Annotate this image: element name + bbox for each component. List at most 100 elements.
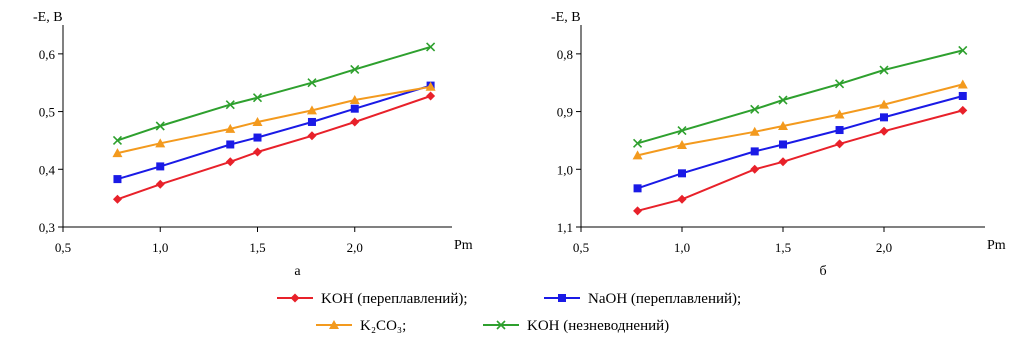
series-line bbox=[637, 109, 964, 212]
data-point bbox=[225, 123, 236, 133]
data-point bbox=[113, 175, 122, 184]
legend-entry: KOH (переплавлений); bbox=[277, 291, 468, 307]
data-point bbox=[678, 169, 686, 178]
data-point bbox=[778, 95, 788, 105]
series-4 bbox=[112, 42, 436, 145]
data-point bbox=[155, 138, 166, 148]
data-point bbox=[349, 95, 360, 105]
legend-marker bbox=[496, 320, 506, 330]
x-tick-label: 0,5 bbox=[573, 240, 589, 255]
legend-marker bbox=[558, 294, 566, 302]
series-line bbox=[637, 95, 964, 190]
data-point bbox=[677, 140, 687, 150]
legend-label: K₂CO₃; bbox=[360, 318, 406, 334]
data-point bbox=[226, 140, 235, 149]
y-axis-label: -E, B bbox=[551, 10, 581, 25]
legend-entry: KOH (незневоднений) bbox=[483, 318, 669, 334]
data-point bbox=[879, 99, 889, 109]
data-point bbox=[633, 206, 643, 216]
data-point bbox=[252, 93, 263, 103]
x-tick-label: 1,0 bbox=[152, 240, 168, 255]
y-tick-label: 1,1 bbox=[557, 220, 573, 235]
series-line bbox=[117, 95, 431, 201]
legend: KOH (переплавлений); NaOH (переплавлений)… bbox=[277, 291, 741, 334]
panel-label: б bbox=[819, 264, 826, 279]
data-point bbox=[779, 140, 787, 149]
series-line bbox=[117, 85, 431, 155]
data-point bbox=[835, 126, 844, 135]
data-point bbox=[350, 104, 359, 113]
chart-panel-1: 0,3 0,4 0,5 0,6 0,5 1,0 1,5 2,0 -E, B Pm а bbox=[33, 10, 473, 279]
data-point bbox=[225, 157, 235, 167]
data-point bbox=[426, 42, 436, 52]
data-point bbox=[750, 104, 760, 114]
series-2 bbox=[113, 81, 435, 184]
data-point bbox=[156, 162, 165, 171]
data-point bbox=[633, 184, 642, 193]
y-tick-label: 1,0 bbox=[557, 162, 573, 177]
data-point bbox=[958, 91, 967, 100]
data-point bbox=[880, 113, 888, 122]
data-point bbox=[112, 135, 123, 145]
x-tick-label: 1,0 bbox=[674, 240, 690, 255]
data-point bbox=[112, 194, 122, 204]
series-2 bbox=[633, 91, 967, 193]
data-point bbox=[750, 147, 759, 156]
data-point bbox=[307, 131, 317, 141]
data-point bbox=[252, 116, 263, 126]
x-tick-label: 2,0 bbox=[347, 240, 363, 255]
data-point bbox=[307, 117, 316, 126]
data-point bbox=[750, 164, 760, 174]
legend-label: NaOH (переплавлений); bbox=[588, 291, 741, 307]
series-4 bbox=[632, 45, 968, 148]
data-point bbox=[749, 126, 760, 136]
data-point bbox=[834, 79, 845, 89]
legend-label: KOH (незневоднений) bbox=[527, 318, 669, 334]
x-axis-label: Pm bbox=[454, 238, 473, 253]
data-point bbox=[632, 150, 643, 160]
data-point bbox=[350, 117, 360, 127]
x-tick-label: 0,5 bbox=[55, 240, 71, 255]
data-point bbox=[307, 78, 317, 88]
y-axis-label: -E, B bbox=[33, 10, 63, 25]
data-point bbox=[958, 45, 968, 55]
data-point bbox=[879, 126, 889, 136]
y-tick-label: 0,8 bbox=[557, 47, 573, 62]
data-point bbox=[879, 65, 889, 75]
panel-label: а bbox=[294, 264, 301, 279]
data-point bbox=[778, 121, 788, 130]
data-point bbox=[958, 105, 968, 115]
legend-label: KOH (переплавлений); bbox=[321, 291, 468, 307]
legend-marker bbox=[329, 320, 339, 329]
data-point bbox=[677, 126, 687, 136]
x-axis-label: Pm bbox=[987, 238, 1006, 253]
series-3 bbox=[632, 79, 968, 160]
data-point bbox=[350, 64, 360, 75]
y-tick-label: 0,3 bbox=[39, 220, 55, 235]
chart-panel-2: 0,8 0,9 1,0 1,10,5 1,0 1,5 2,0 -E, B Pm б bbox=[551, 10, 1006, 279]
series-1 bbox=[112, 91, 436, 204]
data-point bbox=[155, 179, 165, 189]
legend-entry: K₂CO₃; bbox=[316, 318, 406, 334]
series-line bbox=[117, 84, 431, 181]
legend-entry: NaOH (переплавлений); bbox=[544, 291, 741, 307]
data-point bbox=[957, 79, 968, 89]
data-point bbox=[426, 91, 436, 101]
y-tick-label: 0,4 bbox=[39, 162, 56, 177]
x-tick-label: 2,0 bbox=[876, 240, 892, 255]
data-point bbox=[834, 109, 845, 119]
data-point bbox=[306, 105, 317, 115]
data-point bbox=[778, 157, 788, 167]
data-point bbox=[425, 81, 436, 91]
data-point bbox=[253, 147, 262, 157]
data-point bbox=[112, 148, 123, 158]
data-point bbox=[835, 139, 845, 149]
series-line bbox=[117, 45, 431, 142]
data-point bbox=[155, 121, 165, 131]
data-point bbox=[253, 133, 262, 142]
y-tick-label: 0,5 bbox=[39, 105, 55, 120]
series-3 bbox=[112, 81, 436, 158]
legend-marker bbox=[290, 293, 300, 303]
y-tick-label: 0,9 bbox=[557, 105, 573, 120]
